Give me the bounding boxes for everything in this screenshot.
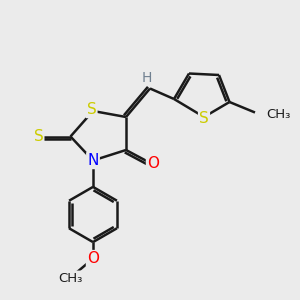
Text: S: S xyxy=(87,102,96,117)
Text: S: S xyxy=(199,111,209,126)
Text: H: H xyxy=(142,71,152,85)
Text: O: O xyxy=(147,156,159,171)
Text: CH₃: CH₃ xyxy=(58,272,83,285)
Text: O: O xyxy=(87,251,99,266)
Text: CH₃: CH₃ xyxy=(266,107,291,121)
Text: S: S xyxy=(34,129,43,144)
Text: N: N xyxy=(87,153,99,168)
